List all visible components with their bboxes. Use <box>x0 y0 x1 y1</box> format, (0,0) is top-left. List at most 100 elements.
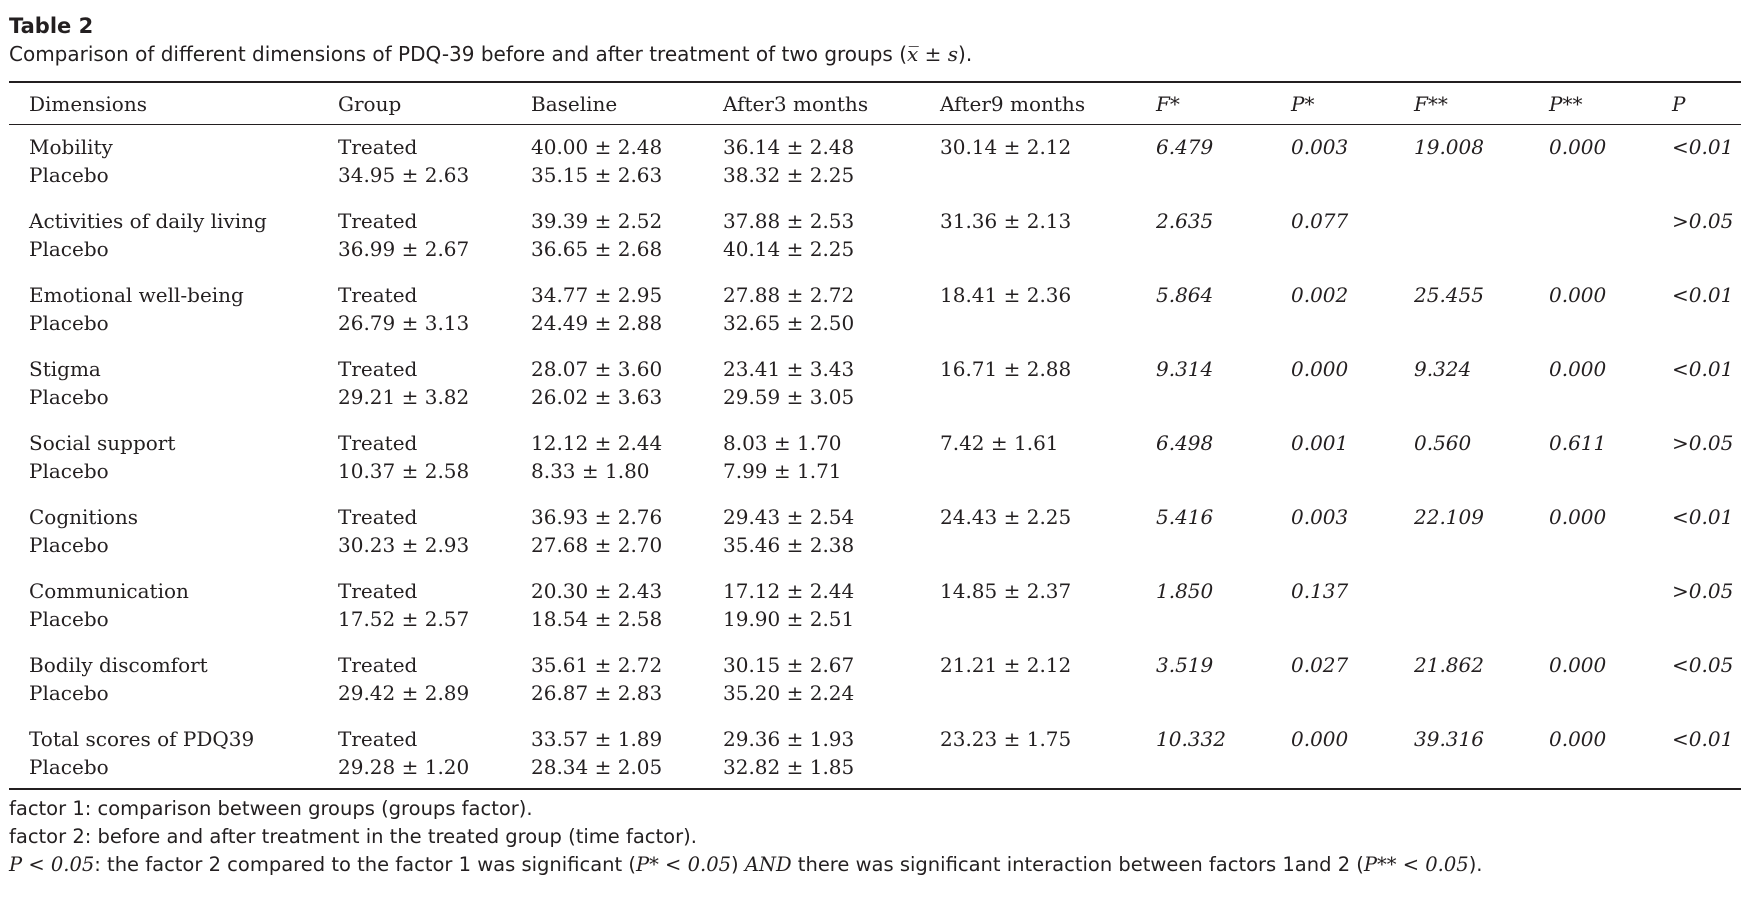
p-double-star: 0.000 <box>1549 283 1607 307</box>
p-star: 0.000 <box>1291 357 1349 381</box>
p-star: 0.003 <box>1291 135 1349 159</box>
f-star: 5.864 <box>1156 283 1214 307</box>
footnote-1: factor 1: comparison between groups (gro… <box>9 797 533 820</box>
top-rule <box>9 81 1741 83</box>
placebo-baseline: 27.68 ± 2.70 <box>531 533 663 557</box>
f-double-star: 25.455 <box>1414 283 1484 307</box>
placebo-label: Placebo <box>29 459 109 483</box>
treated-baseline: 28.07 ± 3.60 <box>531 357 663 381</box>
placebo-baseline: 26.02 ± 3.63 <box>531 385 663 409</box>
treated-after9: 21.21 ± 2.12 <box>940 653 1072 677</box>
p-star: 0.000 <box>1291 727 1349 751</box>
group-treated: Treated <box>338 283 418 307</box>
col-header-after9: After9 months <box>940 92 1086 116</box>
col-header-dimensions: Dimensions <box>29 92 147 116</box>
footnote-3-part-b: : the factor 2 compared to the factor 1 … <box>94 853 636 876</box>
placebo-group-value: 29.28 ± 1.20 <box>338 755 470 779</box>
placebo-after3: 19.90 ± 2.51 <box>723 607 855 631</box>
col-header-p: P <box>1672 92 1686 116</box>
dimension-label: Cognitions <box>29 505 139 529</box>
treated-baseline: 33.57 ± 1.89 <box>531 727 663 751</box>
p-star: 0.077 <box>1291 209 1349 233</box>
p-double-star: 0.000 <box>1549 653 1607 677</box>
treated-after3: 29.43 ± 2.54 <box>723 505 855 529</box>
f-star: 9.314 <box>1156 357 1214 381</box>
f-double-star: 0.560 <box>1414 431 1472 455</box>
col-header-group: Group <box>338 92 402 116</box>
group-treated: Treated <box>338 727 418 751</box>
p-value: >0.05 <box>1672 209 1734 233</box>
placebo-baseline: 35.15 ± 2.63 <box>531 163 663 187</box>
dimension-label: Emotional well-being <box>29 283 244 307</box>
p-value: <0.05 <box>1672 653 1734 677</box>
placebo-label: Placebo <box>29 607 109 631</box>
placebo-label: Placebo <box>29 681 109 705</box>
treated-after3: 27.88 ± 2.72 <box>723 283 855 307</box>
placebo-label: Placebo <box>29 163 109 187</box>
treated-after9: 23.23 ± 1.75 <box>940 727 1072 751</box>
placebo-after3: 7.99 ± 1.71 <box>723 459 842 483</box>
group-treated: Treated <box>338 653 418 677</box>
treated-after3: 37.88 ± 2.53 <box>723 209 855 233</box>
f-double-star: 19.008 <box>1414 135 1484 159</box>
placebo-group-value: 29.42 ± 2.89 <box>338 681 470 705</box>
p-value: >0.05 <box>1672 579 1734 603</box>
placebo-group-value: 17.52 ± 2.57 <box>338 607 470 631</box>
f-double-star: 22.109 <box>1414 505 1484 529</box>
placebo-group-value: 30.23 ± 2.93 <box>338 533 470 557</box>
group-treated: Treated <box>338 505 418 529</box>
group-treated: Treated <box>338 209 418 233</box>
footnote-3-part-e: AND <box>744 853 792 876</box>
treated-after9: 14.85 ± 2.37 <box>940 579 1072 603</box>
dimension-label: Social support <box>29 431 176 455</box>
p-double-star: 0.000 <box>1549 505 1607 529</box>
placebo-baseline: 36.65 ± 2.68 <box>531 237 663 261</box>
p-double-star: 0.000 <box>1549 727 1607 751</box>
treated-after9: 16.71 ± 2.88 <box>940 357 1072 381</box>
f-star: 1.850 <box>1156 579 1214 603</box>
f-star: 2.635 <box>1156 209 1214 233</box>
col-header-after3: After3 months <box>723 92 869 116</box>
group-treated: Treated <box>338 357 418 381</box>
treated-after9: 24.43 ± 2.25 <box>940 505 1072 529</box>
treated-baseline: 36.93 ± 2.76 <box>531 505 663 529</box>
treated-baseline: 34.77 ± 2.95 <box>531 283 663 307</box>
footnote-3: P < 0.05: the factor 2 compared to the f… <box>9 851 1483 879</box>
f-star: 3.519 <box>1156 653 1214 677</box>
p-value: >0.05 <box>1672 431 1734 455</box>
placebo-group-value: 29.21 ± 3.82 <box>338 385 470 409</box>
p-star: 0.002 <box>1291 283 1349 307</box>
placebo-label: Placebo <box>29 385 109 409</box>
treated-after3: 29.36 ± 1.93 <box>723 727 855 751</box>
placebo-baseline: 26.87 ± 2.83 <box>531 681 663 705</box>
dimension-label: Bodily discomfort <box>29 653 208 677</box>
treated-after9: 30.14 ± 2.12 <box>940 135 1072 159</box>
group-treated: Treated <box>338 135 418 159</box>
footnote-3-part-c: P* < 0.05 <box>635 853 732 876</box>
placebo-label: Placebo <box>29 533 109 557</box>
p-double-star: 0.611 <box>1549 431 1607 455</box>
dimension-label: Communication <box>29 579 189 603</box>
treated-baseline: 20.30 ± 2.43 <box>531 579 663 603</box>
p-value: <0.01 <box>1672 357 1734 381</box>
placebo-baseline: 8.33 ± 1.80 <box>531 459 650 483</box>
f-double-star: 21.862 <box>1414 653 1484 677</box>
dimension-label: Activities of daily living <box>29 209 267 233</box>
col-header-baseline: Baseline <box>531 92 618 116</box>
p-star: 0.003 <box>1291 505 1349 529</box>
treated-baseline: 40.00 ± 2.48 <box>531 135 663 159</box>
f-star: 6.479 <box>1156 135 1214 159</box>
p-star: 0.027 <box>1291 653 1349 677</box>
group-treated: Treated <box>338 579 418 603</box>
caption-end: ). <box>958 42 973 66</box>
treated-after3: 8.03 ± 1.70 <box>723 431 842 455</box>
placebo-after3: 35.46 ± 2.38 <box>723 533 855 557</box>
placebo-group-value: 26.79 ± 3.13 <box>338 311 470 335</box>
footnote-3-part-f: there was significant interaction betwee… <box>791 853 1364 876</box>
placebo-label: Placebo <box>29 311 109 335</box>
placebo-baseline: 28.34 ± 2.05 <box>531 755 663 779</box>
footnote-3-part-d: ) <box>731 853 745 876</box>
table-label: Table 2 <box>9 14 94 38</box>
bottom-rule <box>9 788 1741 790</box>
